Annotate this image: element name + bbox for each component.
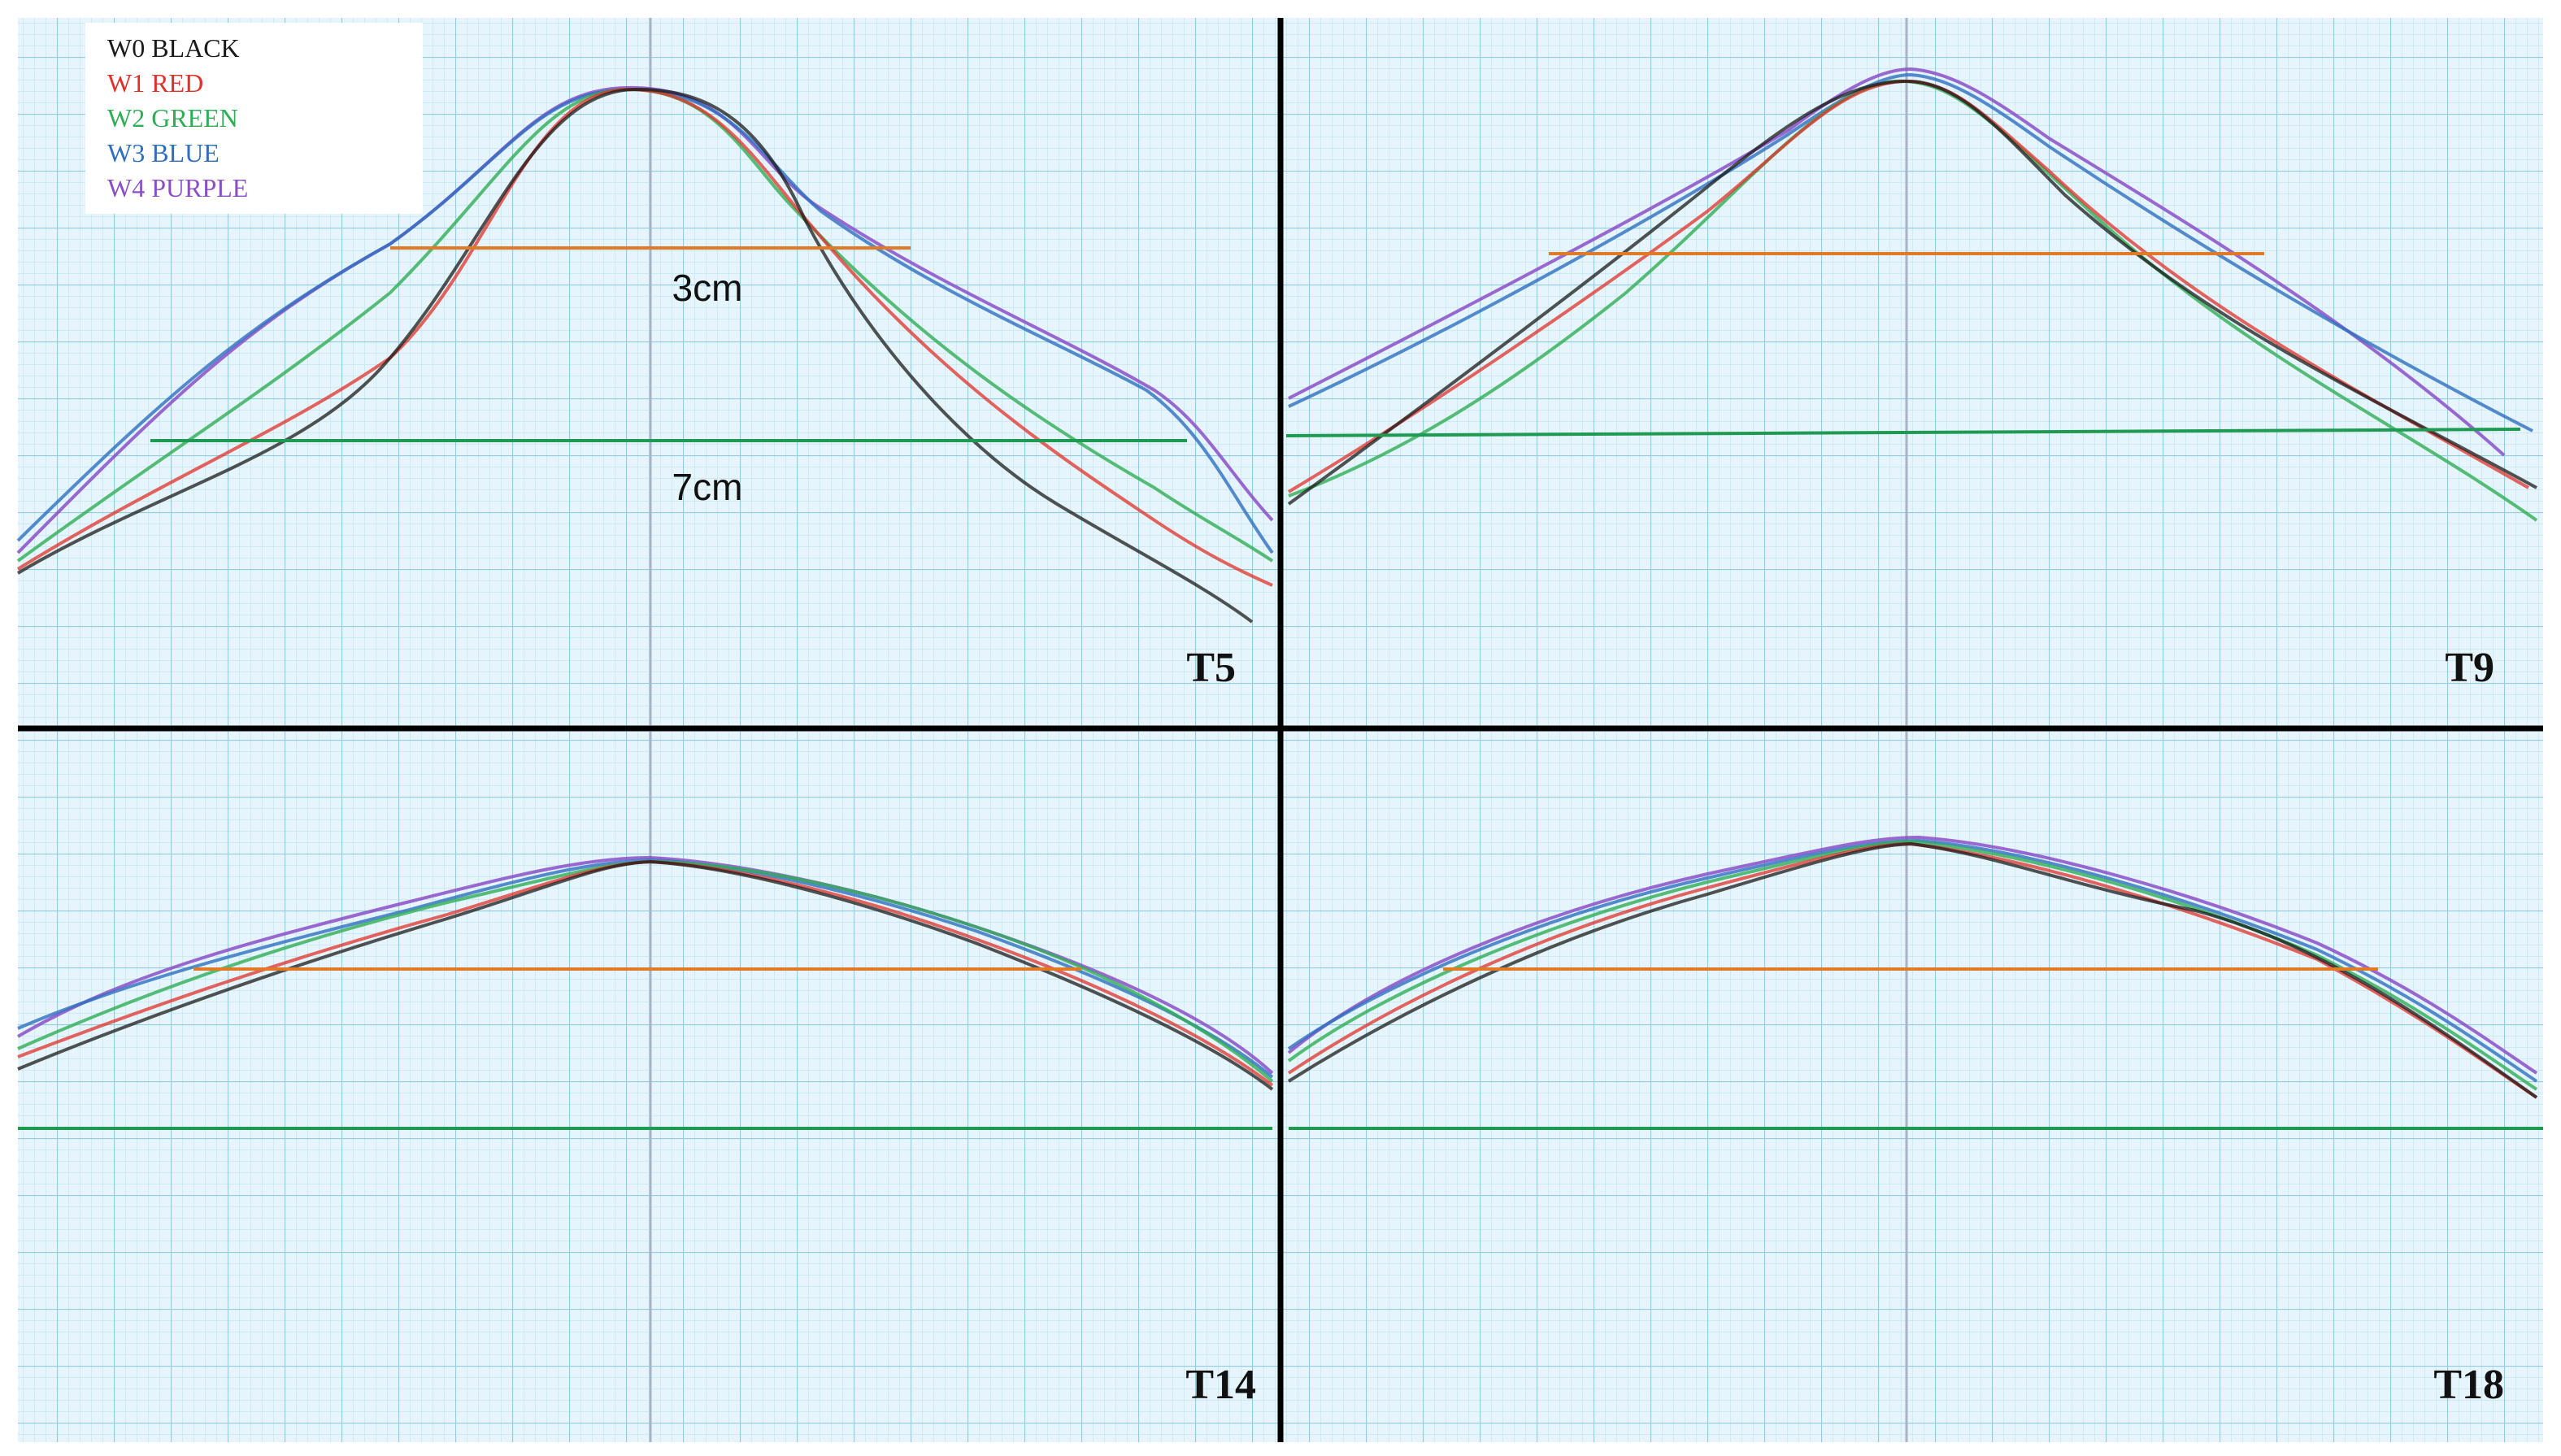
curve-t5-w0-black [16,87,1254,624]
curve-t18-w0-black [1287,841,2538,1099]
curve-t9-w0-black [1287,79,2537,506]
panel-label-t5: T5 [1186,645,1236,691]
legend-item-w4: W4 PURPLE [107,173,248,202]
measurement-label-3cm: 3cm [672,267,743,309]
panel-t18: T18 [1287,835,2543,1408]
curve-t9-w3-blue [1288,72,2533,432]
legend-item-w3: W3 BLUE [107,138,220,167]
legend-item-w1: W1 RED [107,68,203,98]
curve-t14-w0-black [17,859,1274,1091]
legend-box [85,23,423,214]
curve-t18-w4-purple [1287,835,2538,1075]
green-line-t9 [1285,428,2521,437]
panel-t14: T14 [16,855,1274,1408]
curve-t5-w3-blue [16,87,1274,554]
panel-label-t18: T18 [2433,1362,2504,1408]
curve-t14-w4-purple [16,855,1274,1075]
legend-item-w0: W0 BLACK [107,33,240,63]
curve-t18-w3-blue [1287,838,2538,1083]
curve-t5-w1-red [16,87,1273,587]
panel-label-t14: T14 [1185,1362,1256,1408]
panel-label-t9: T9 [2445,645,2494,691]
panel-t5: 3cm 7cm T5 [16,85,1274,691]
panel-t9: T9 [1285,67,2538,691]
legend: W0 BLACK W1 RED W2 GREEN W3 BLUE W4 PURP… [85,23,423,214]
legend-item-w2: W2 GREEN [107,103,238,133]
measurement-label-7cm: 7cm [672,466,743,508]
curve-t18-w2-green [1287,839,2538,1091]
